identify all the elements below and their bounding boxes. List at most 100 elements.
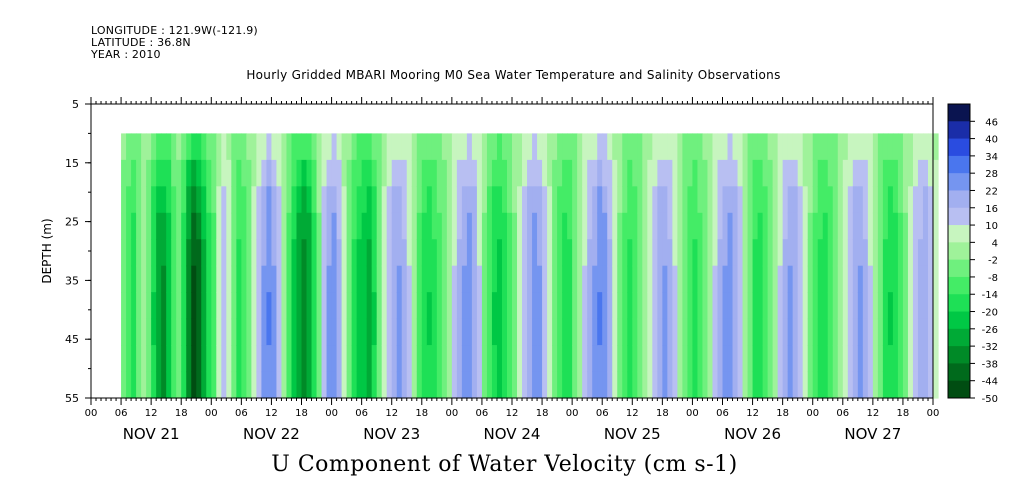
heatmap-cell: [537, 159, 543, 187]
heatmap-cell: [236, 239, 242, 267]
colorbar-label: 10: [985, 221, 998, 232]
heatmap-cell: [652, 239, 658, 267]
heatmap-cell: [341, 212, 348, 240]
heatmap-cell: [822, 371, 829, 399]
heatmap-cell: [892, 371, 899, 399]
heatmap-cell: [341, 133, 348, 161]
heatmap-cell: [496, 318, 503, 346]
heatmap-cell: [211, 159, 217, 187]
heatmap-cell: [291, 159, 298, 187]
heatmap-cell: [517, 133, 523, 161]
heatmap-cell: [136, 371, 142, 399]
heatmap-cell: [156, 292, 162, 320]
heatmap-cell: [712, 133, 719, 161]
heatmap-cell: [707, 239, 714, 267]
heatmap-cell: [512, 318, 518, 346]
heatmap-cell: [121, 159, 127, 187]
heatmap-cell: [757, 371, 764, 399]
heatmap-cell: [922, 186, 929, 214]
heatmap-cell: [406, 318, 413, 346]
heatmap-cell: [366, 371, 373, 399]
heatmap-cell: [321, 186, 328, 214]
heatmap-cell: [522, 371, 528, 399]
heatmap-cell: [762, 318, 769, 346]
heatmap-cell: [156, 371, 162, 399]
heatmap-cell: [201, 345, 207, 373]
heatmap-cell: [301, 133, 308, 161]
heatmap-cell: [321, 265, 328, 293]
heatmap-cell: [627, 212, 633, 240]
heatmap-cell: [917, 133, 924, 161]
heatmap-cell: [416, 318, 423, 346]
heatmap-cell: [156, 239, 162, 267]
heatmap-cell: [837, 133, 844, 161]
heatmap-cell: [612, 212, 618, 240]
heatmap-cell: [421, 265, 428, 293]
heatmap-cell: [902, 186, 909, 214]
heatmap-cell: [286, 239, 293, 267]
heatmap-cell: [882, 239, 889, 267]
heatmap-cell: [747, 345, 754, 373]
heatmap-cell: [176, 239, 182, 267]
heatmap-cell: [877, 133, 884, 161]
heatmap-cell: [827, 159, 834, 187]
heatmap-cell: [757, 265, 764, 293]
heatmap-cell: [171, 345, 177, 373]
heatmap-cell: [912, 239, 919, 267]
heatmap-cell: [657, 186, 663, 214]
heatmap-cell: [366, 292, 373, 320]
heatmap-cell: [366, 318, 373, 346]
longitude-label: LONGITUDE : 121.9W(-121.9): [91, 24, 258, 37]
heatmap-cell: [326, 212, 333, 240]
heatmap-cell: [501, 265, 508, 293]
heatmap-cell: [817, 371, 824, 399]
heatmap-cell: [712, 345, 719, 373]
heatmap-cell: [246, 159, 252, 187]
heatmap-cell: [592, 212, 598, 240]
heatmap-cell: [501, 371, 508, 399]
heatmap-cell: [121, 239, 127, 267]
heatmap-cell: [186, 371, 192, 399]
heatmap-cell: [862, 345, 869, 373]
heatmap-cell: [892, 159, 899, 187]
heatmap-cell: [446, 133, 453, 161]
heatmap-cell: [246, 345, 252, 373]
heatmap-cell: [481, 318, 488, 346]
heatmap-cell: [907, 318, 914, 346]
heatmap-cell: [181, 318, 187, 346]
heatmap-cell: [672, 212, 678, 240]
heatmap-cell: [547, 239, 553, 267]
heatmap-cell: [361, 318, 368, 346]
heatmap-cell: [196, 133, 202, 161]
heatmap-cell: [522, 345, 528, 373]
heatmap-cell: [151, 265, 157, 293]
heatmap-cell: [161, 159, 167, 187]
heatmap-cell: [126, 345, 132, 373]
heatmap-cell: [176, 292, 182, 320]
heatmap-cell: [657, 345, 663, 373]
heatmap-cell: [847, 265, 854, 293]
heatmap-cell: [767, 186, 774, 214]
heatmap-cell: [897, 133, 904, 161]
heatmap-cell: [832, 318, 839, 346]
heatmap-cell: [276, 318, 283, 346]
heatmap-cell: [922, 318, 929, 346]
colorbar-label: -50: [982, 394, 998, 405]
heatmap-cell: [201, 212, 207, 240]
heatmap-cell: [607, 371, 613, 399]
heatmap-cell: [577, 292, 583, 320]
heatmap-cell: [657, 212, 663, 240]
heatmap-cell: [251, 371, 257, 399]
heatmap-cell: [266, 186, 273, 214]
heatmap-cell: [281, 212, 288, 240]
heatmap-cell: [902, 265, 909, 293]
heatmap-cell: [887, 371, 894, 399]
heatmap-cell: [281, 371, 288, 399]
heatmap-cell: [782, 133, 789, 161]
heatmap-cell: [456, 292, 463, 320]
colorbar-label: 34: [985, 152, 998, 163]
heatmap-cell: [642, 292, 648, 320]
heatmap-cell: [757, 159, 764, 187]
heatmap-cell: [877, 318, 884, 346]
colorbar-label: -26: [982, 325, 998, 336]
